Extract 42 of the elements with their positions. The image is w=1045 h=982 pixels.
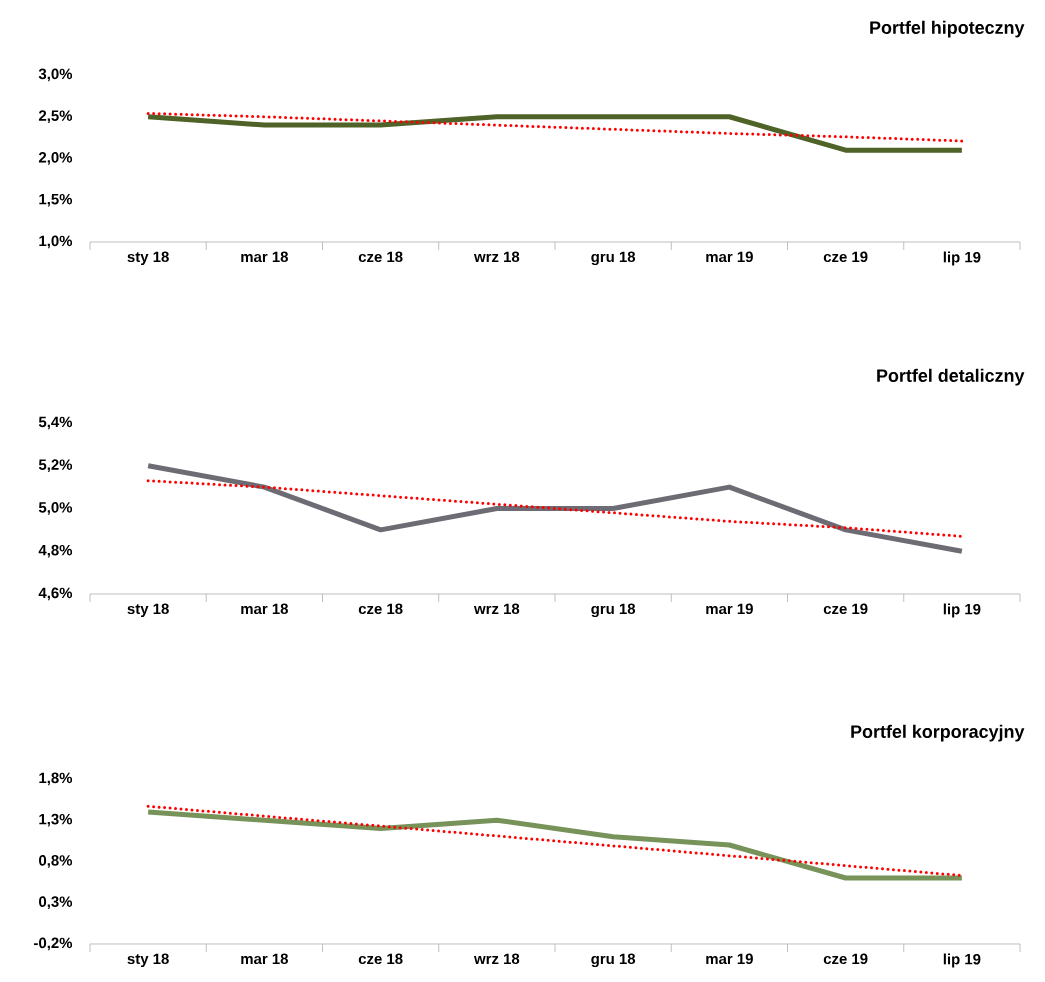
chart-title: Portfel detaliczny (877, 368, 1025, 386)
x-tick-label: mar 18 (241, 953, 288, 965)
x-tick-label: mar 18 (241, 603, 288, 615)
y-tick-label: 5,4% (38, 416, 73, 430)
x-tick-label: wrz 18 (473, 953, 520, 965)
x-tick-label: cze 19 (823, 953, 868, 965)
x-tick-label: sty 18 (127, 953, 169, 968)
x-tick-label: gru 18 (591, 603, 636, 618)
y-tick-label: 1,5% (39, 193, 73, 207)
y-tick-label: -0,2% (34, 937, 73, 951)
y-tick-label: 2,0% (38, 152, 73, 165)
chart-title: Portfel korporacyjny (851, 724, 1025, 742)
x-tick-label: sty 18 (127, 251, 169, 266)
y-tick-label: 5,2% (38, 459, 73, 473)
x-tick-label: mar 19 (706, 953, 753, 965)
x-tick-label: mar 18 (241, 251, 288, 263)
y-tick-label: 5,0% (38, 502, 73, 515)
x-tick-label: mar 19 (706, 251, 753, 263)
x-tick-label: lip 19 (943, 603, 981, 618)
y-tick-label: 3,0% (38, 68, 73, 82)
x-tick-label: lip 19 (943, 251, 981, 266)
x-tick-label: sty 18 (127, 603, 169, 618)
y-tick-label: 2,5% (38, 110, 73, 124)
x-tick-label: mar 19 (706, 603, 753, 615)
chart-title: Portfel hipoteczny (870, 20, 1025, 38)
x-tick-label: cze 18 (358, 603, 403, 615)
x-tick-label: cze 18 (358, 251, 403, 263)
y-tick-label: 4,6% (38, 587, 73, 601)
x-tick-label: wrz 18 (473, 251, 520, 263)
x-tick-label: cze 19 (823, 603, 868, 615)
x-tick-label: cze 18 (358, 953, 403, 965)
x-tick-label: gru 18 (591, 953, 636, 968)
y-tick-label: 0,8% (39, 855, 73, 868)
x-tick-label: lip 19 (943, 953, 981, 968)
x-tick-label: gru 18 (591, 251, 636, 266)
y-tick-label: 0,3% (39, 896, 73, 910)
y-tick-label: 1,0% (39, 235, 73, 249)
x-tick-label: cze 19 (823, 251, 868, 263)
x-tick-label: wrz 18 (473, 603, 520, 615)
y-tick-label: 1,8% (39, 772, 73, 786)
y-tick-label: 4,8% (38, 544, 73, 558)
y-tick-label: 1,3% (39, 813, 73, 827)
